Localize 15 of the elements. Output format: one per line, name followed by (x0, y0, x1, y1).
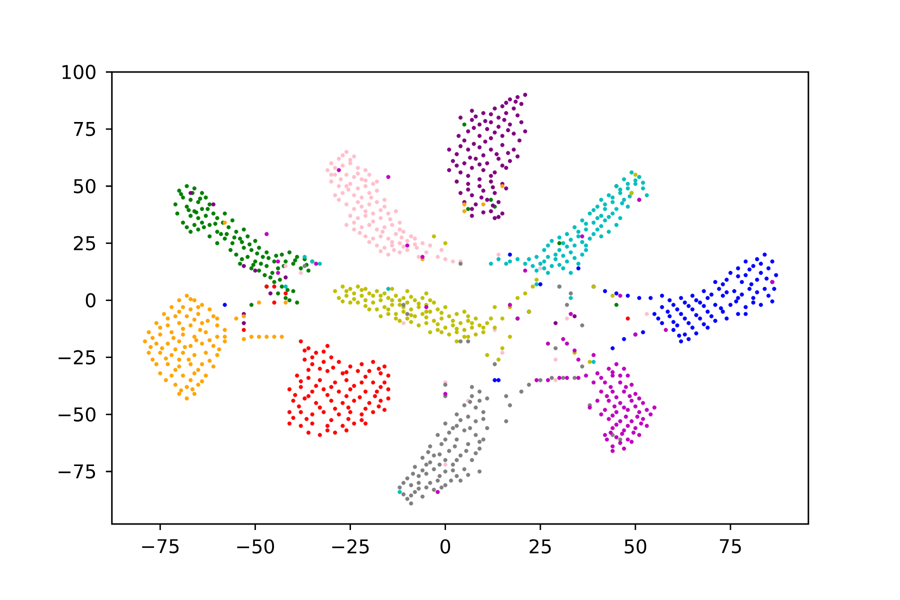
y-tick-label: 50 (74, 178, 96, 194)
y-tick-label: −75 (58, 464, 96, 479)
y-tick-label: −50 (58, 407, 96, 422)
y-tick-label: 100 (62, 64, 96, 80)
x-tick-label: −25 (332, 539, 369, 554)
x-tick-label: 0 (440, 539, 450, 554)
y-tick-label: 75 (74, 122, 96, 136)
x-tick-label: 75 (720, 539, 741, 554)
y-tick-label: 25 (74, 236, 96, 250)
x-tick-label: 25 (530, 539, 551, 554)
y-tick-label: 0 (86, 293, 96, 308)
x-tick-label: −75 (142, 539, 179, 554)
y-tick-label: −25 (58, 350, 96, 365)
x-tick-label: −50 (237, 539, 274, 554)
x-tick-label: 50 (624, 539, 646, 554)
